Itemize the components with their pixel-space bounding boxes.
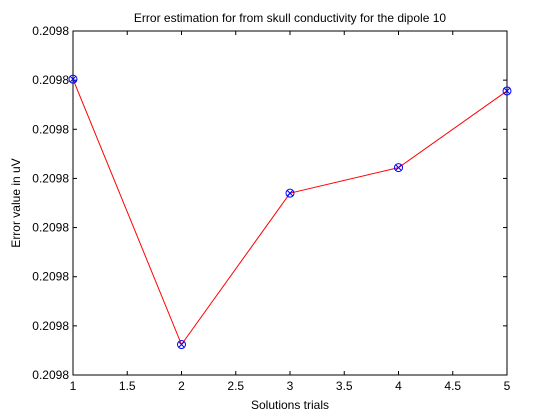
y-tick-label: 0.2098 <box>32 270 69 284</box>
y-tick-label: 0.2098 <box>32 368 69 382</box>
data-point <box>394 163 403 173</box>
data-point <box>68 74 78 84</box>
y-tick-label: 0.2098 <box>32 73 69 87</box>
x-tick-label: 3 <box>287 379 294 393</box>
x-tick-label: 4.5 <box>444 379 461 393</box>
y-axis-label: Error value in uV <box>9 158 23 247</box>
x-axis-label: Solutions trials <box>251 398 329 412</box>
y-tick-label: 0.2098 <box>32 221 69 235</box>
y-tick-label: 0.2098 <box>32 319 69 333</box>
x-tick-label: 2.5 <box>227 379 244 393</box>
x-tick-label: 4 <box>395 379 402 393</box>
x-tick-label: 3.5 <box>336 379 353 393</box>
x-tick-label: 5 <box>504 379 511 393</box>
data-series <box>68 74 512 350</box>
plot-area <box>72 30 508 376</box>
y-axis-ticks: 0.2098 0.2098 0.2098 0.2098 0.2098 0.2098 0.20… <box>32 24 507 382</box>
data-point <box>177 340 186 350</box>
y-tick-label: 0.2098 <box>32 171 69 185</box>
x-tick-label: 1 <box>70 379 77 393</box>
data-point <box>285 188 295 198</box>
chart-title: Error estimation for from skull conducti… <box>134 11 446 25</box>
x-tick-label: 2 <box>178 379 185 393</box>
x-axis-ticks: 1 1.5 2 2.5 3 3.5 4 4.5 5 <box>70 31 511 393</box>
data-point <box>502 86 512 96</box>
y-tick-label: 0.2098 <box>32 122 69 136</box>
x-tick-label: 1.5 <box>119 379 136 393</box>
y-tick-label: 0.2098 <box>32 24 69 38</box>
